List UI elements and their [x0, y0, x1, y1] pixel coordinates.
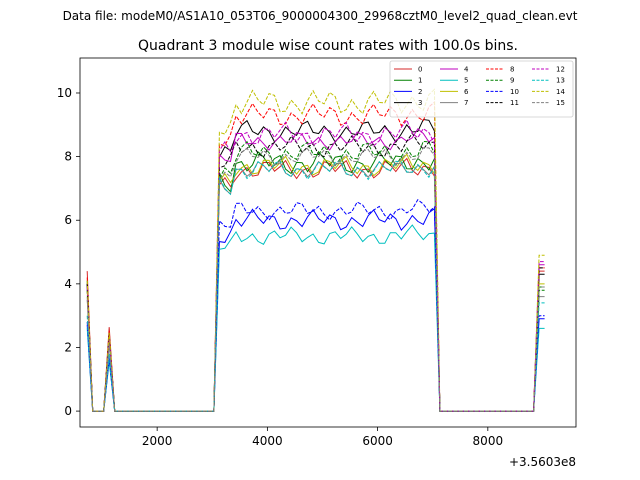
x-tick-label: 2000 — [142, 434, 173, 448]
legend-label: 7 — [464, 99, 468, 107]
chart-title: Quadrant 3 module wise count rates with … — [138, 38, 518, 54]
y-tick-label: 4 — [64, 277, 72, 291]
legend-label: 15 — [556, 99, 565, 107]
y-tick-label: 2 — [64, 340, 72, 354]
series-line-11 — [86, 132, 545, 412]
legend-label: 1 — [418, 77, 422, 85]
series-line-10 — [86, 198, 545, 412]
series-line-1 — [86, 150, 545, 412]
legend-label: 5 — [464, 77, 468, 85]
legend-label: 11 — [510, 99, 519, 107]
series-line-0 — [86, 157, 545, 412]
legend-label: 0 — [418, 66, 422, 74]
chart-suptitle: Data file: modeM0/AS1A10_053T06_90000043… — [63, 9, 578, 23]
plot-area-frame — [79, 57, 577, 428]
y-tick-label: 6 — [64, 213, 72, 227]
series-line-13 — [86, 160, 545, 412]
series-line-6 — [86, 153, 545, 412]
series-layer — [86, 88, 545, 412]
x-tick-label: 8000 — [473, 434, 504, 448]
x-offset-label: +3.5603e8 — [509, 455, 576, 469]
series-line-4 — [86, 128, 545, 412]
legend-label: 3 — [418, 99, 422, 107]
tick-layer: 2000 4000 6000 8000 0 2 4 6 8 10 — [57, 86, 503, 448]
legend-frame — [389, 60, 574, 118]
series-line-7 — [86, 160, 545, 412]
legend-label: 14 — [556, 88, 565, 96]
y-tick-label: 0 — [64, 404, 72, 418]
y-tick-label: 10 — [57, 86, 72, 100]
legend-label: 13 — [556, 77, 565, 85]
legend-label: 8 — [510, 66, 514, 74]
legend-label: 2 — [418, 88, 422, 96]
y-tick-label: 8 — [64, 150, 72, 164]
series-line-9 — [86, 140, 545, 412]
legend-label: 4 — [464, 66, 469, 74]
legend-label: 10 — [510, 88, 519, 96]
x-tick-label: 4000 — [252, 434, 283, 448]
legend-label: 9 — [510, 77, 514, 85]
series-line-15 — [86, 147, 545, 412]
series-line-12 — [86, 119, 545, 412]
series-line-3 — [86, 118, 545, 412]
legend-label: 6 — [464, 88, 469, 96]
series-line-5 — [86, 224, 545, 412]
x-tick-label: 6000 — [362, 434, 393, 448]
legend-label: 12 — [556, 66, 565, 74]
series-line-14 — [86, 88, 545, 412]
